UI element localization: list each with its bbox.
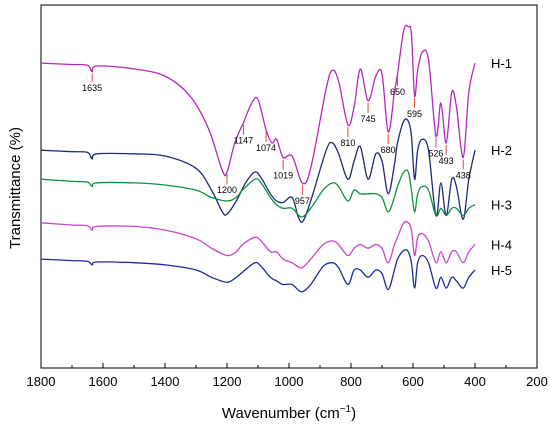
x-tick-label: 1200 — [213, 374, 242, 389]
x-tick-label: 1800 — [27, 374, 56, 389]
peak-label: 438 — [456, 170, 471, 180]
peak-label: 810 — [340, 138, 355, 148]
peak-label: 1147 — [234, 136, 253, 146]
peak-label: 526 — [428, 149, 443, 159]
peak-label: 1635 — [82, 83, 102, 93]
series-label-h-4: H-4 — [491, 238, 512, 253]
peak-label: 1074 — [256, 143, 276, 153]
plot-frame — [40, 4, 538, 369]
x-tick-label: 400 — [464, 374, 486, 389]
x-axis-unit-base: cm — [320, 405, 340, 422]
x-axis-title: Wavenumber (cm−1) — [222, 404, 356, 422]
x-tick-label: 1000 — [275, 374, 304, 389]
peak-label: 493 — [439, 156, 454, 166]
series-label-h-1: H-1 — [491, 56, 512, 71]
peak-label: 595 — [407, 109, 422, 119]
y-axis-title: Transmittance (%) — [7, 127, 24, 249]
x-axis: 1800 1600 1400 1200 1000 800 600 400 200 — [27, 363, 548, 389]
series-line-h-5 — [40, 249, 476, 293]
peak-label: 1019 — [273, 170, 293, 180]
peak-label: 957 — [295, 196, 310, 206]
series-line-h-1 — [40, 24, 476, 185]
peak-label: 745 — [361, 114, 376, 124]
x-axis-title-text: Wavenumber — [222, 405, 311, 422]
x-tick-label: 200 — [526, 374, 548, 389]
series-layer: H-1 H-2 H-3 H-4 H-5 — [40, 24, 512, 293]
x-axis-unit-exp: −1 — [340, 404, 352, 415]
series-label-h-2: H-2 — [491, 143, 512, 158]
peak-label: 1200 — [217, 185, 237, 195]
x-tick-label: 1400 — [151, 374, 180, 389]
series-line-h-4 — [40, 220, 476, 269]
series-label-h-5: H-5 — [491, 263, 512, 278]
x-tick-label: 600 — [402, 374, 424, 389]
series-line-h-3 — [40, 169, 476, 218]
x-tick-label: 1600 — [89, 374, 118, 389]
peak-label: 680 — [381, 145, 396, 155]
peak-label: 650 — [390, 87, 405, 97]
series-line-h-2 — [40, 118, 476, 223]
x-tick-label: 800 — [340, 374, 362, 389]
series-label-h-3: H-3 — [491, 198, 512, 213]
